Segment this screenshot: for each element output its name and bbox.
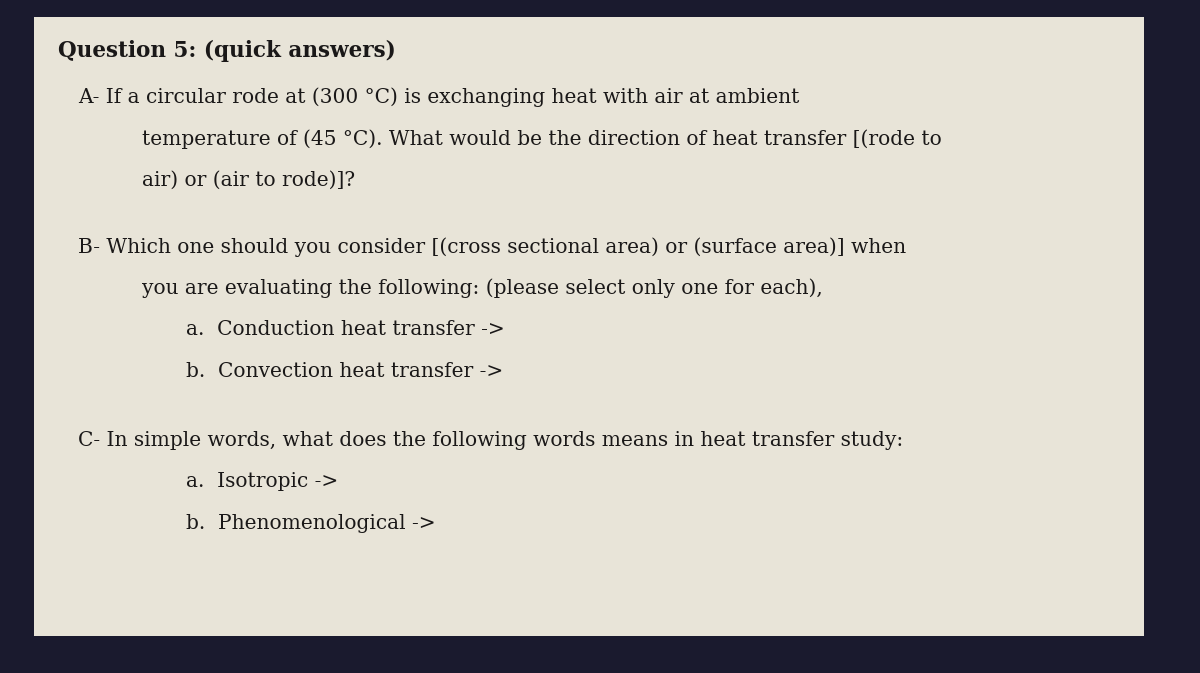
Text: B- Which one should you consider [(cross sectional area) or (surface area)] when: B- Which one should you consider [(cross… — [78, 237, 906, 256]
FancyBboxPatch shape — [34, 17, 1144, 636]
Text: a.  Conduction heat transfer ->: a. Conduction heat transfer -> — [186, 320, 505, 339]
Text: b.  Convection heat transfer ->: b. Convection heat transfer -> — [186, 362, 503, 381]
Text: Question 5: (quick answers): Question 5: (quick answers) — [58, 40, 395, 63]
Text: you are evaluating the following: (please select only one for each),: you are evaluating the following: (pleas… — [142, 279, 822, 298]
Text: b.  Phenomenological ->: b. Phenomenological -> — [186, 514, 436, 533]
Text: C- In simple words, what does the following words means in heat transfer study:: C- In simple words, what does the follow… — [78, 431, 904, 450]
Text: A- If a circular rode at (300 °C) is exchanging heat with air at ambient: A- If a circular rode at (300 °C) is exc… — [78, 87, 799, 107]
Text: a.  Isotropic ->: a. Isotropic -> — [186, 472, 338, 491]
Text: temperature of (45 °C). What would be the direction of heat transfer [(rode to: temperature of (45 °C). What would be th… — [142, 129, 941, 149]
Text: air) or (air to rode)]?: air) or (air to rode)]? — [142, 171, 355, 190]
